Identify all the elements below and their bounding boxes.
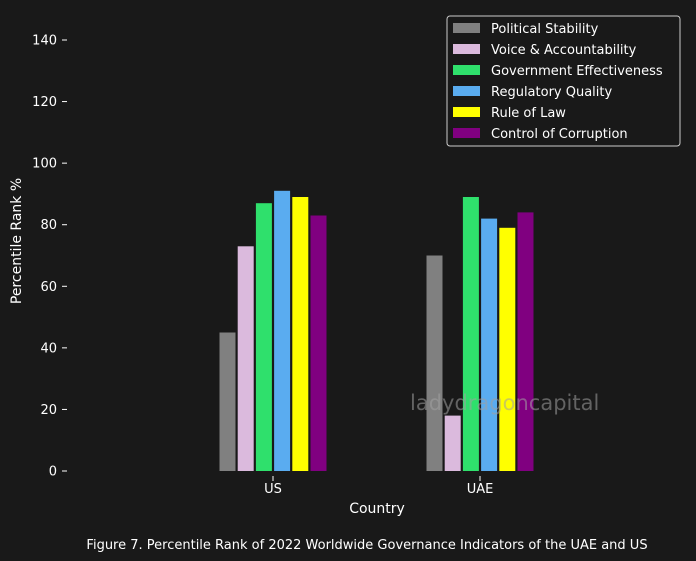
- bar: [255, 203, 272, 471]
- legend-swatch: [453, 65, 480, 75]
- bar: [517, 212, 534, 471]
- bar: [481, 218, 498, 471]
- x-tick-label: UAE: [467, 482, 494, 497]
- bar: [274, 190, 291, 472]
- legend: Political Stability Voice & Accountabilit…: [446, 15, 681, 147]
- bar: [426, 255, 443, 471]
- y-axis: 0 20 40 60 80 100 120 140: [32, 34, 67, 480]
- bar: [462, 197, 479, 471]
- y-tick-label: 60: [40, 280, 57, 295]
- x-axis-title: Country: [349, 501, 405, 517]
- bar: [292, 197, 309, 471]
- y-tick-label: 20: [40, 403, 57, 418]
- legend-label: Regulatory Quality: [491, 85, 612, 100]
- bar: [444, 415, 461, 471]
- legend-swatch: [453, 44, 480, 54]
- legend-swatch: [453, 107, 480, 117]
- legend-swatch: [453, 86, 480, 96]
- legend-label: Rule of Law: [491, 106, 566, 121]
- bar: [237, 246, 254, 471]
- x-axis: US UAE: [264, 476, 493, 497]
- figure-caption: Figure 7. Percentile Rank of 2022 Worldw…: [86, 538, 647, 553]
- y-tick-label: 140: [32, 34, 57, 49]
- y-tick-label: 100: [32, 157, 57, 172]
- plot-area: [219, 190, 534, 472]
- bar: [310, 215, 327, 471]
- legend-label: Government Effectiveness: [491, 64, 663, 79]
- bar: [219, 332, 236, 471]
- legend-label: Political Stability: [491, 22, 599, 37]
- y-tick-label: 80: [40, 218, 57, 233]
- legend-swatch: [453, 23, 480, 33]
- y-tick-label: 120: [32, 95, 57, 110]
- watermark-text: ladydragoncapital: [410, 391, 599, 415]
- legend-swatch: [453, 128, 480, 138]
- y-tick-label: 0: [49, 465, 57, 480]
- x-tick-label: US: [264, 482, 282, 497]
- bar: [499, 227, 516, 471]
- y-tick-label: 40: [40, 341, 57, 356]
- legend-label: Voice & Accountability: [491, 43, 637, 58]
- y-axis-title: Percentile Rank %: [9, 178, 25, 304]
- legend-label: Control of Corruption: [491, 127, 628, 142]
- legend-box: [446, 15, 681, 147]
